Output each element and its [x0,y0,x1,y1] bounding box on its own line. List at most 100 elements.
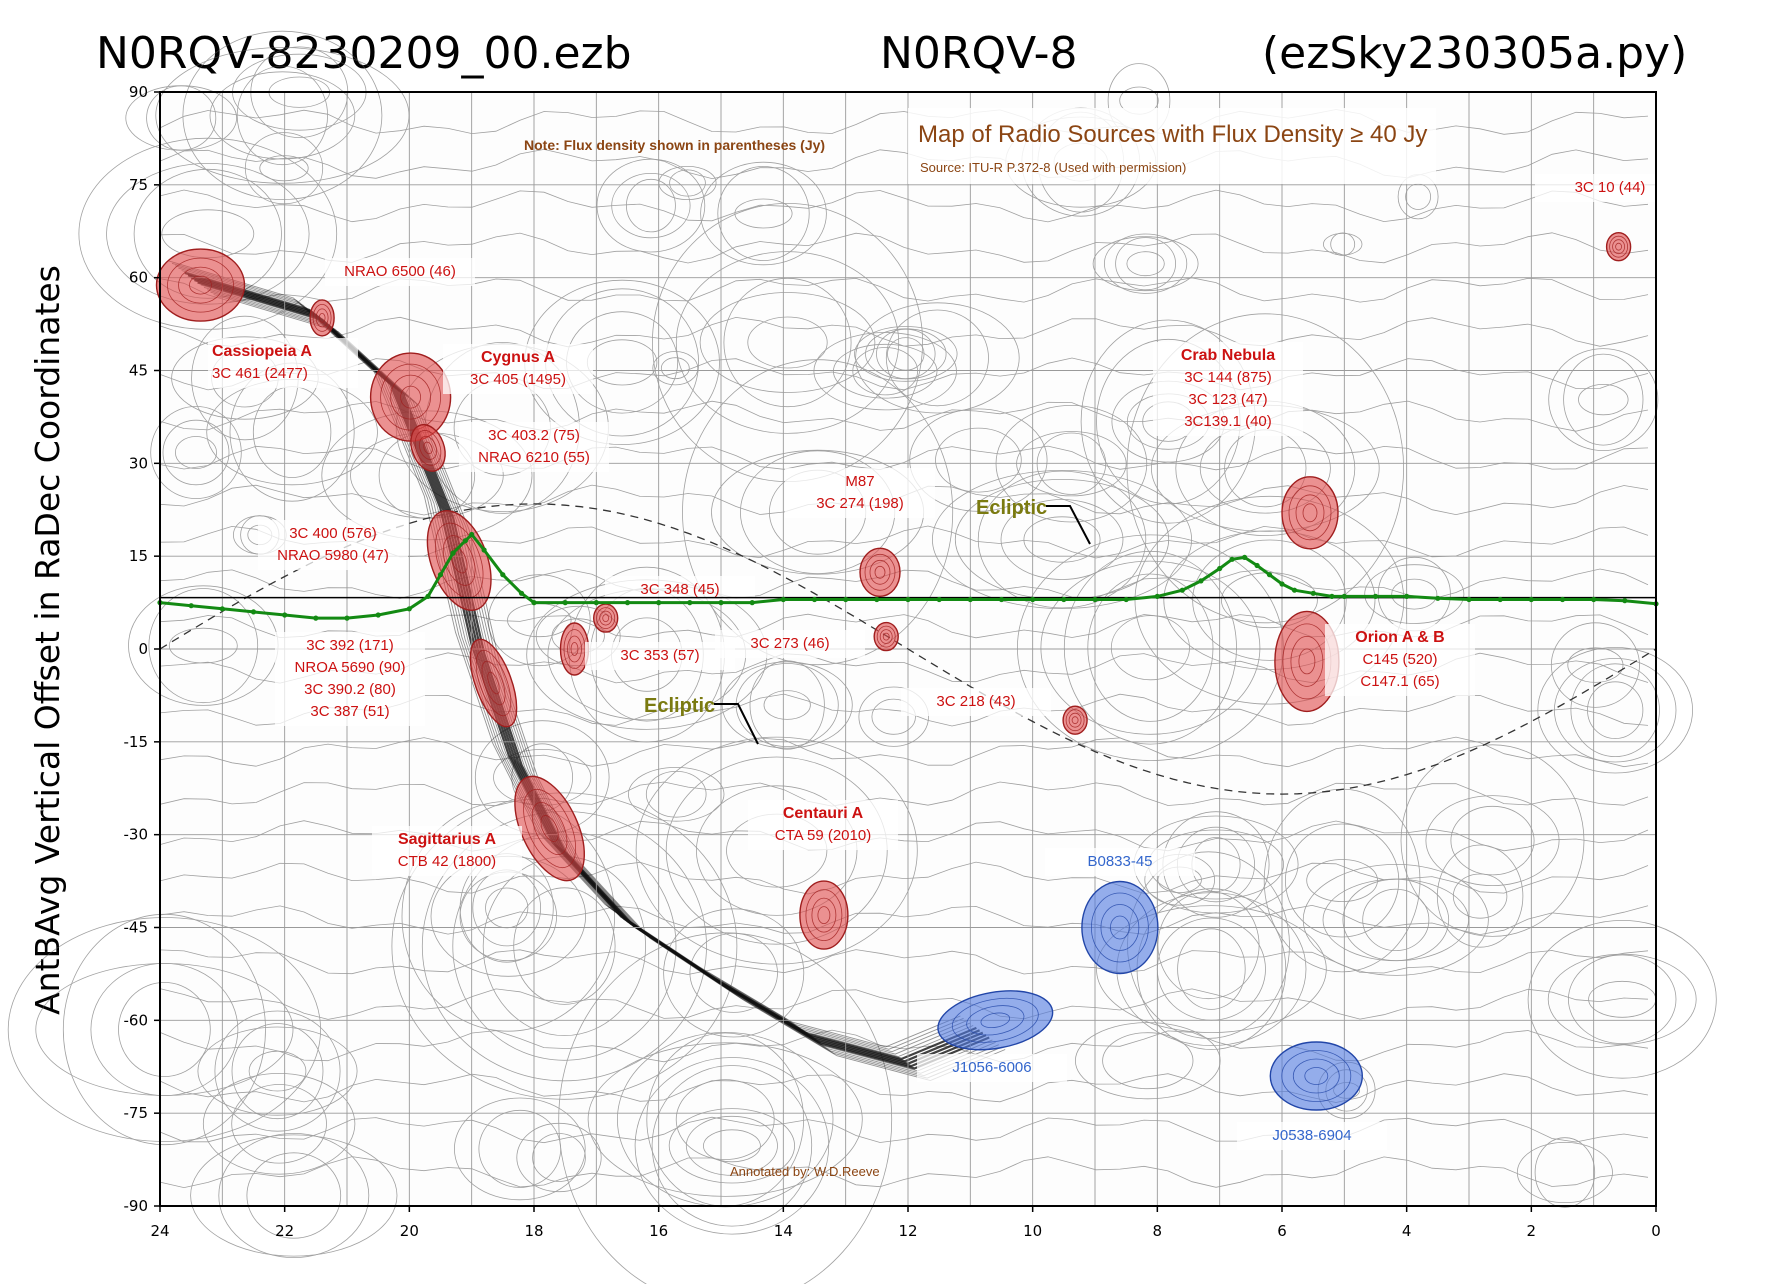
contour-line [159,1029,1649,1063]
source-contour [876,625,896,648]
source-label-box [459,422,609,472]
contour-ring [1285,823,1400,938]
contour-ring [1115,237,1176,291]
y-tick-label: 30 [129,454,148,472]
source-16 [1081,880,1159,975]
source-contour [419,435,437,460]
data-point [656,600,662,606]
x-tick-label: 16 [649,1222,668,1240]
data-point [1341,593,1347,600]
data-point [1030,596,1036,603]
data-point [425,593,431,600]
contour-ring [7,917,321,1142]
contour-ring [885,309,989,407]
contour-ring [865,328,947,380]
contour-ring [487,574,591,667]
contour-ring [682,359,954,666]
data-point [469,531,475,538]
y-tick-label: 45 [129,362,148,380]
x-tick-label: 8 [1153,1222,1163,1240]
contour-ring [1578,383,1629,416]
data-point [219,606,225,612]
contour-ring [634,1057,830,1235]
source-contour [864,553,896,591]
source-label-line: Orion A & B [1355,629,1444,646]
source-label-box [1237,1122,1387,1150]
contour-ring [696,785,858,916]
source-17 [937,990,1054,1051]
source-ellipse [1081,880,1159,975]
x-tick-label: 20 [400,1222,419,1240]
contour-ring [1192,539,1347,661]
contour-ring [1163,530,1376,670]
contour-ring [813,332,957,411]
contour-ring [197,1026,358,1116]
source-9 [859,547,901,597]
x-tick-label: 18 [524,1222,543,1240]
source-ellipse [369,352,452,442]
y-axis-label: AntBAvg Vertical Offset in RaDec Coordin… [28,265,67,1015]
source-contour [570,642,579,656]
contour-ring [1450,805,1535,876]
contour-ring [246,1152,342,1239]
source-label-box [325,258,475,286]
source-contour [312,303,332,332]
data-point [1229,556,1235,562]
x-tick-label: 22 [275,1222,294,1240]
contour-ring [125,85,237,151]
source-label-box [917,1054,1067,1082]
y-tick-label: -90 [124,1197,149,1215]
contour-ring [1040,560,1261,735]
source-contour [1068,712,1082,728]
source-contour [167,257,234,313]
source-15 [1605,231,1632,262]
source-contour [980,1012,1011,1029]
source-ellipse [309,299,335,337]
source-ellipse [859,547,901,597]
source-contour [414,430,442,466]
source-contour [882,632,890,641]
data-point [1154,593,1160,600]
contour-ring [1104,233,1188,294]
galactic-contour [168,260,961,1048]
source-4 [426,510,492,611]
x-tick-label: 6 [1277,1222,1287,1240]
data-point [481,547,487,553]
source-label-line: 3C 353 (57) [620,647,699,664]
source-label-line: Cassiopeia A [212,343,312,360]
source-label-line: J1056-6006 [952,1059,1031,1076]
contour-ring [259,155,309,182]
source-13 [1281,476,1339,550]
source-contour [817,906,831,924]
contour-ring [1134,495,1405,705]
source-contour [879,629,893,644]
data-point [313,615,319,621]
annotated-by: Annotated by: W.D.Reeve [730,1164,880,1179]
source-contour [1288,485,1332,541]
contour-ring [628,766,725,822]
source-contour [1091,892,1149,963]
contour-ring [148,588,259,704]
contour-ring [668,1108,796,1184]
y-axis-ticks: 90 75 60 45 30 15 0 -15 -30 -45 -60 -75 -90 [124,83,160,1215]
contour-ring [1567,954,1677,1044]
contour-ring [717,165,810,261]
source-contour [400,385,422,409]
contour-ring [558,932,893,1284]
contour-ring [587,1042,863,1197]
source-label-line: 3C 461 (2477) [212,365,308,382]
x-axis-ticks: 24 22 20 18 16 14 12 10 8 6 4 2 0 [150,1206,1661,1240]
contour-ring [1330,232,1356,256]
contour-line [159,445,1649,471]
source-label-line: 3C 274 (198) [816,495,904,512]
data-point [450,550,456,556]
source-label-line: M87 [845,473,874,490]
source-label-line: Cygnus A [481,349,556,366]
data-point [967,596,973,603]
ecliptic-pointer-2 [714,703,759,745]
y-tick-label: -30 [124,826,149,844]
contour-ring [1436,844,1524,948]
data-point [518,590,525,596]
source-label-line: 3C 390.2 (80) [304,681,396,698]
source-label-line: 3C 405 (1495) [470,371,566,388]
